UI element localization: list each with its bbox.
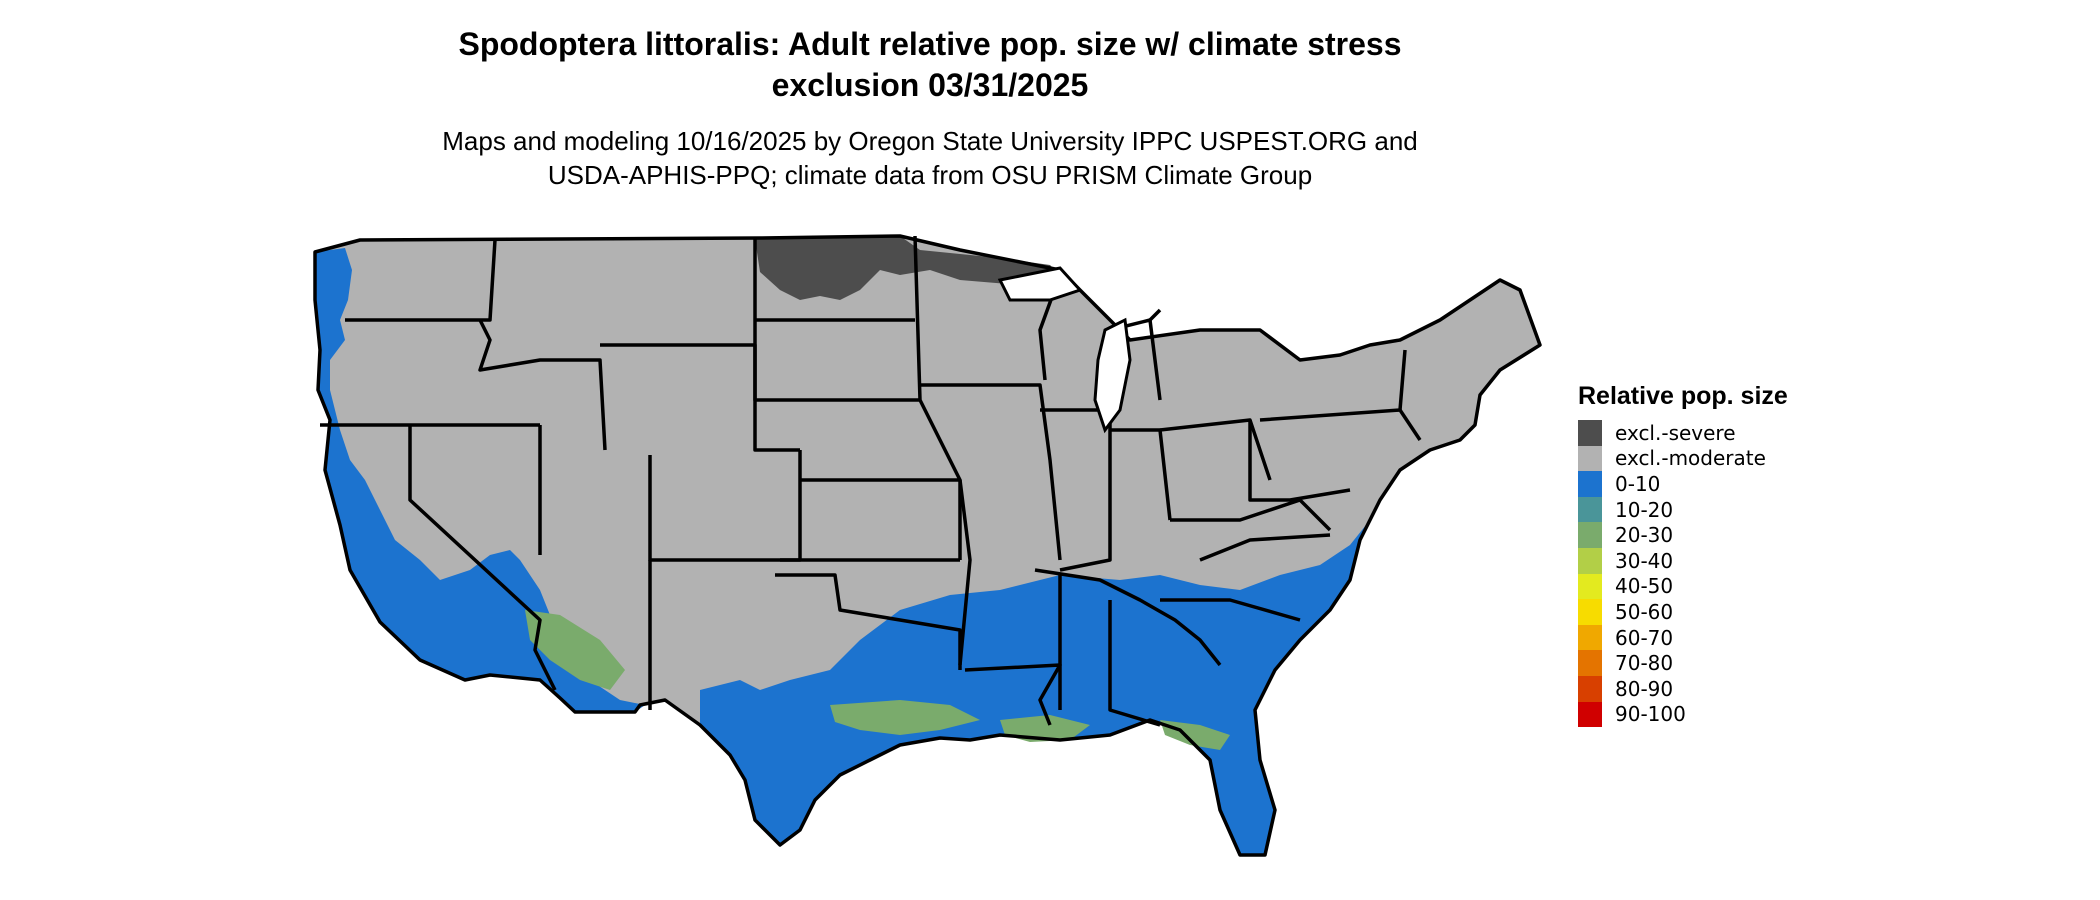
legend-label: excl.-severe — [1615, 420, 1736, 445]
legend-item: excl.-moderate — [1578, 445, 1788, 472]
legend-label: excl.-moderate — [1615, 446, 1766, 471]
zone-0-10-south — [700, 500, 1380, 855]
legend-item: 90-100 — [1578, 701, 1788, 728]
legend-swatch — [1578, 522, 1602, 548]
title-line-1: Spodoptera littoralis: Adult relative po… — [458, 26, 1402, 62]
legend-item: 70-80 — [1578, 650, 1788, 676]
title-line-2: exclusion 03/31/2025 — [771, 67, 1089, 103]
legend-swatch — [1578, 599, 1602, 625]
map-subtitle: Maps and modeling 10/16/2025 by Oregon S… — [0, 124, 1860, 192]
zone-0-10-pacific — [315, 248, 645, 712]
legend-swatch — [1578, 445, 1602, 472]
legend-item: 10-20 — [1578, 496, 1788, 523]
legend-swatch — [1578, 420, 1602, 446]
legend: Relative pop. size excl.-severe excl.-mod… — [1578, 380, 1788, 728]
legend-items: excl.-severe excl.-moderate 0-10 10-20 20-30… — [1578, 420, 1788, 728]
legend-swatch — [1578, 701, 1602, 728]
state-borders — [313, 234, 1542, 857]
legend-item: 20-30 — [1578, 522, 1788, 548]
legend-item: 50-60 — [1578, 599, 1788, 625]
legend-label: 0-10 — [1615, 471, 1661, 496]
severe-exclusion-north — [755, 236, 1060, 300]
legend-label: 10-20 — [1615, 497, 1674, 522]
legend-label: 40-50 — [1615, 574, 1674, 599]
legend-label: 90-100 — [1615, 702, 1686, 727]
legend-title: Relative pop. size — [1578, 382, 1788, 410]
legend-label: 20-30 — [1615, 523, 1674, 548]
lake-michigan — [1093, 317, 1132, 434]
legend-item: 80-90 — [1578, 675, 1788, 702]
zone-20-30-arizona — [525, 610, 625, 690]
subtitle-line-1: Maps and modeling 10/16/2025 by Oregon S… — [442, 126, 1418, 156]
legend-swatch — [1578, 650, 1602, 676]
legend-item: 40-50 — [1578, 573, 1788, 600]
zone-20-30-texas — [830, 700, 980, 735]
legend-label: 80-90 — [1615, 676, 1674, 701]
legend-swatch — [1578, 496, 1602, 523]
legend-label: 50-60 — [1615, 599, 1674, 624]
legend-item: 0-10 — [1578, 471, 1788, 497]
legend-swatch — [1578, 624, 1602, 651]
lake-superior — [997, 266, 1083, 302]
legend-swatch — [1578, 675, 1602, 702]
legend-swatch — [1578, 471, 1602, 497]
legend-label: 70-80 — [1615, 651, 1674, 676]
legend-swatch — [1578, 573, 1602, 600]
legend-item: 30-40 — [1578, 547, 1788, 574]
legend-item: excl.-severe — [1578, 420, 1788, 446]
legend-swatch — [1578, 547, 1602, 574]
subtitle-line-2: USDA-APHIS-PPQ; climate data from OSU PR… — [547, 160, 1313, 190]
legend-label: 60-70 — [1615, 625, 1674, 650]
legend-item: 60-70 — [1578, 624, 1788, 651]
us-map — [313, 234, 1542, 857]
map-title: Spodoptera littoralis: Adult relative po… — [0, 24, 1860, 106]
legend-label: 30-40 — [1615, 548, 1674, 573]
